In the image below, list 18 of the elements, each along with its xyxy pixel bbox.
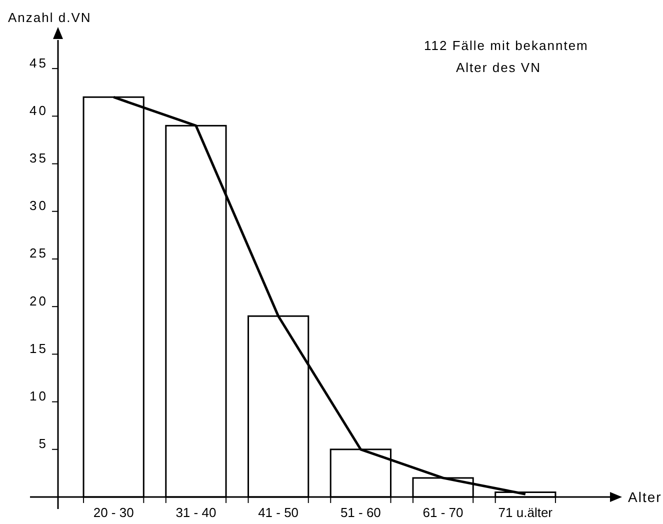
y-tick-label: 20 <box>30 293 48 308</box>
y-tick-label: 10 <box>30 388 48 404</box>
y-tick-label: 25 <box>30 246 48 261</box>
x-tick-label: 71 u.älter <box>498 505 554 520</box>
x-axis-title: Alter <box>628 489 662 505</box>
x-tick-label: 51 - 60 <box>340 505 381 520</box>
y-tick-label: 35 <box>30 150 48 166</box>
y-tick-label: 15 <box>30 340 48 356</box>
y-tick-label: 30 <box>30 198 48 214</box>
y-tick-label: 5 <box>38 436 48 452</box>
y-axis-title: Anzahl d.VN <box>8 10 92 25</box>
x-tick-label: 41 - 50 <box>258 505 299 520</box>
y-tick-label: 40 <box>30 102 48 118</box>
x-tick-label: 61 - 70 <box>422 505 464 520</box>
annotation: 112 Fälle mit bekanntem Alter des VN <box>424 38 588 75</box>
x-tick-label: 31 - 40 <box>176 505 216 520</box>
x-tick-label: 20 - 30 <box>93 505 134 520</box>
y-tick-label: 45 <box>30 55 48 70</box>
